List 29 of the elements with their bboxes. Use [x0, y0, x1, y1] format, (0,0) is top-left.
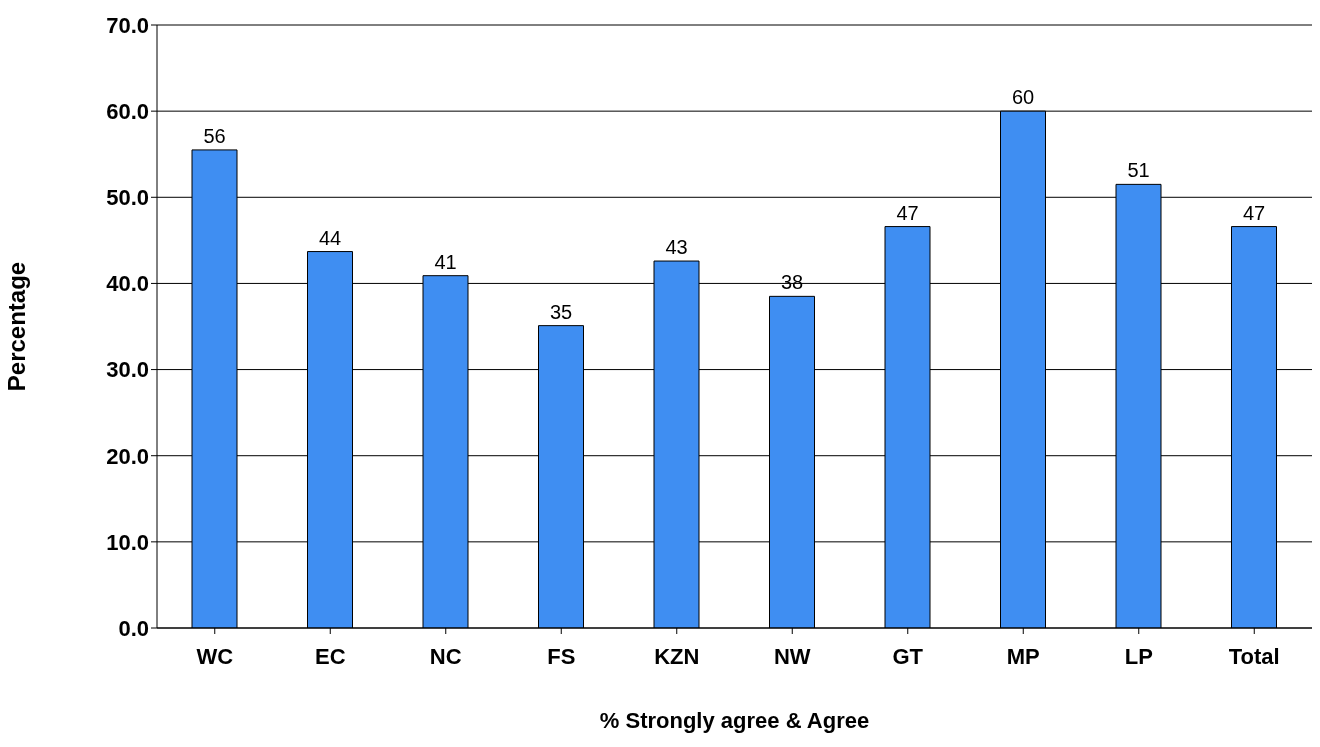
data-label: 44 — [318, 226, 342, 249]
y-tick-label: 70.0 — [106, 12, 149, 38]
y-tick-label: 20.0 — [106, 443, 149, 469]
y-axis-title: Percentage — [2, 261, 30, 392]
y-tick-label: 40.0 — [106, 271, 149, 297]
y-tick-label: 30.0 — [106, 357, 149, 383]
data-label: 43 — [665, 236, 688, 259]
y-tick-label: 60.0 — [106, 98, 149, 124]
x-tick-label: NC — [429, 643, 462, 669]
x-tick-label: Total — [1228, 643, 1280, 669]
data-label: 60 — [1011, 86, 1035, 109]
x-tick-label: LP — [1124, 643, 1153, 669]
y-tick-label: 50.0 — [106, 185, 149, 211]
data-label: 47 — [1242, 201, 1266, 224]
data-label: 47 — [896, 201, 919, 224]
y-tick-label: 10.0 — [106, 529, 149, 555]
x-tick-label: FS — [547, 643, 576, 669]
data-label: 56 — [203, 124, 226, 147]
x-axis-title: % Strongly agree & Agree — [599, 708, 870, 733]
data-label: 41 — [434, 250, 457, 273]
x-tick-label: KZN — [654, 643, 700, 669]
x-tick-label: MP — [1006, 643, 1040, 669]
x-tick-label: EC — [314, 643, 346, 669]
data-label: 35 — [549, 300, 573, 323]
data-label: 51 — [1127, 159, 1150, 182]
x-tick-label: NW — [773, 643, 811, 669]
y-tick-label: 0.0 — [118, 615, 149, 641]
x-tick-label: GT — [892, 643, 924, 669]
x-tick-label: WC — [196, 643, 234, 669]
